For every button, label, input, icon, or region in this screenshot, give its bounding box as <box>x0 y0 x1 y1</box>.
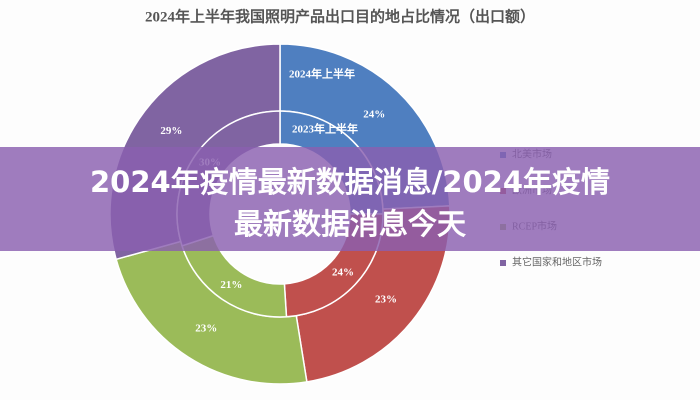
overlay-text: 2024年疫情最新数据消息/2024年疫情 <box>90 165 610 199</box>
ring-label: 2024年上半年 <box>289 67 355 81</box>
chart-title: 2024年上半年我国照明产品出口目的地占比情况（出口额） <box>145 7 535 25</box>
overlay-banner <box>0 147 700 251</box>
data-label: 24% <box>363 109 385 121</box>
overlay-text: 最新数据消息今天 <box>234 207 466 241</box>
data-label: 21% <box>220 279 242 291</box>
legend-label: 其它国家和地区市场 <box>512 255 602 268</box>
data-label: 23% <box>375 294 397 306</box>
data-label: 24% <box>332 267 354 279</box>
legend-swatch <box>500 260 506 266</box>
ring-label: 2023年上半年 <box>292 122 358 136</box>
data-label: 23% <box>195 322 217 334</box>
data-label: 29% <box>160 125 182 137</box>
